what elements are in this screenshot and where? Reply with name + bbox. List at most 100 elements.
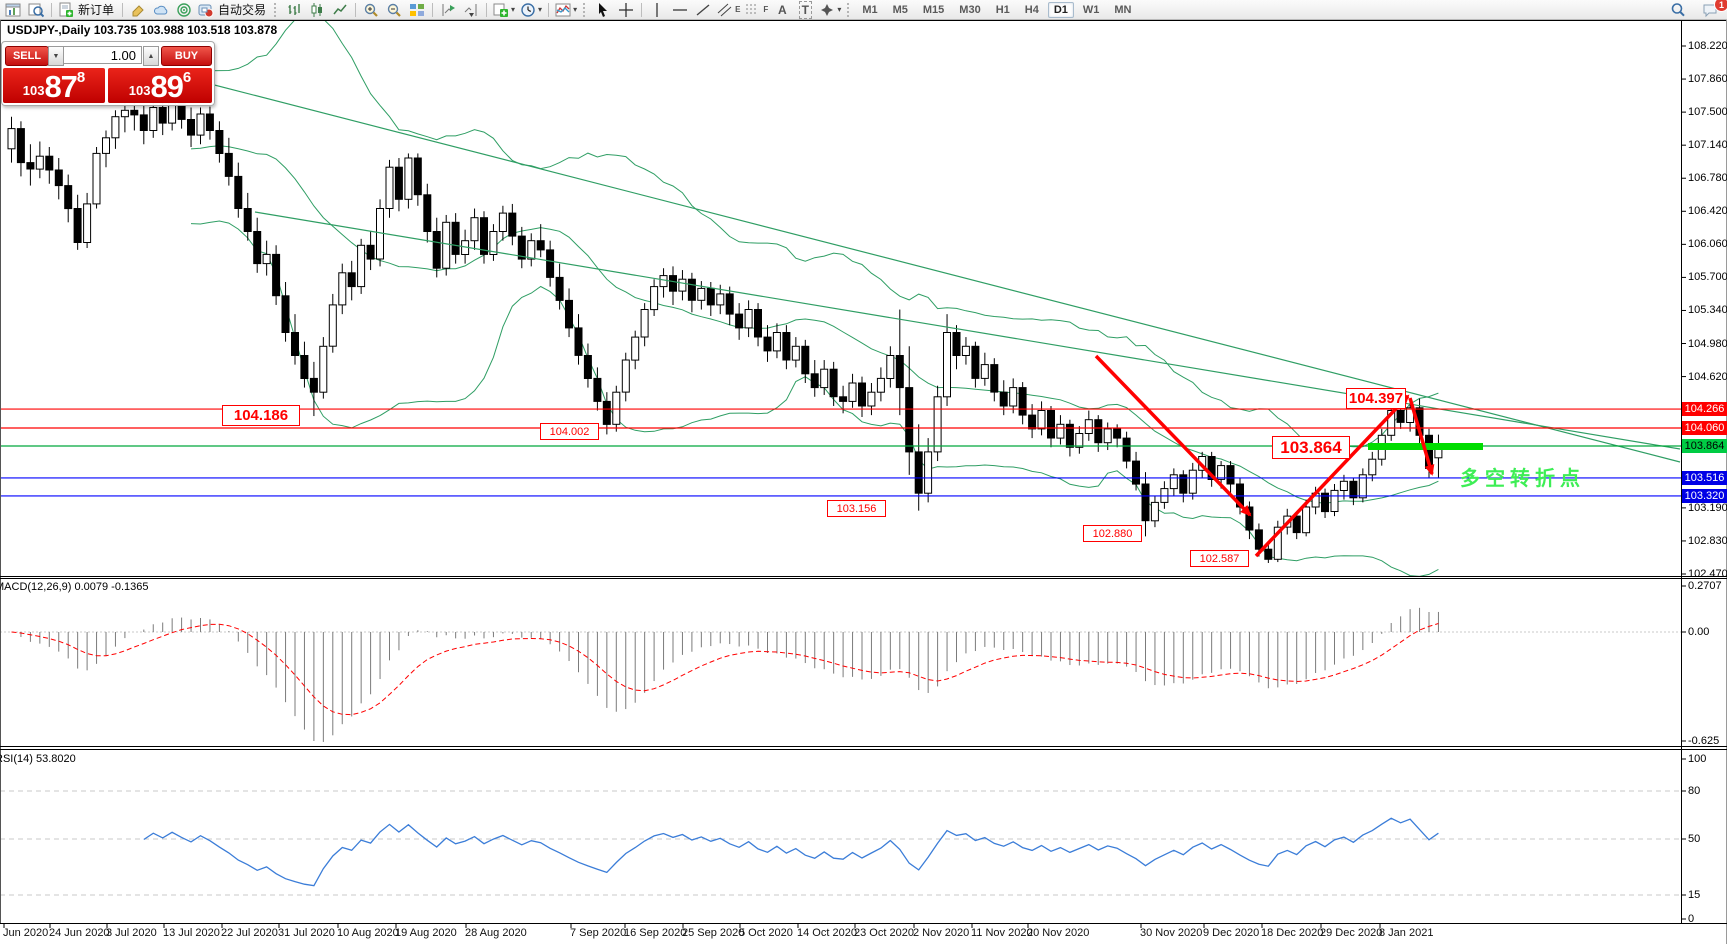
timeframe-d1-button[interactable]: D1 xyxy=(1047,1,1074,18)
horizontal-line-icon xyxy=(673,8,688,11)
date-axis-label: 18 Dec 2020 xyxy=(1261,927,1324,939)
chart-magnifier-icon xyxy=(28,3,44,17)
zoom-out-button[interactable] xyxy=(383,1,405,19)
macd-axis-tick: 0.00 xyxy=(1688,626,1710,638)
new-order-button[interactable]: 新订单 xyxy=(56,1,118,19)
timeframe-h4-button[interactable]: H4 xyxy=(1024,3,1039,16)
horizontal-line-button[interactable] xyxy=(669,1,691,19)
date-axis-label: 19 Aug 2020 xyxy=(395,927,457,939)
zoom-out-icon xyxy=(387,3,401,17)
timeframe-mn-button[interactable]: MN xyxy=(1114,3,1132,16)
bar-chart-button[interactable] xyxy=(283,1,305,19)
buy-price-button[interactable]: 103 89 6 xyxy=(108,68,212,103)
auto-scroll-button[interactable] xyxy=(460,1,482,19)
crosshair-button[interactable] xyxy=(615,1,637,19)
chart-shift-icon xyxy=(442,3,456,16)
global-variables-button[interactable] xyxy=(150,1,172,19)
fibonacci-icon xyxy=(746,4,759,13)
new-order-label: 新订单 xyxy=(78,3,115,17)
new-chart-button[interactable]: ▾ xyxy=(491,1,517,19)
macd-axis-tick: 0.2707 xyxy=(1688,580,1722,592)
chart-window-icon xyxy=(5,3,21,16)
candlestick-chart-button[interactable] xyxy=(306,1,328,19)
volume-decrease-button[interactable]: ▼ xyxy=(48,46,64,66)
caret-up-icon: ▲ xyxy=(147,52,155,60)
history-center-button[interactable] xyxy=(127,1,149,19)
macd-indicator-label: MACD(12,26,9) 0.0079 -0.1365 xyxy=(0,581,149,593)
candlestick-chart-icon xyxy=(311,2,323,17)
profiles-button[interactable] xyxy=(25,1,47,19)
date-axis-label: Jun 2020 xyxy=(3,927,49,939)
date-axis-label: 8 Jan 2021 xyxy=(1379,927,1434,939)
rsi-axis-tick: 50 xyxy=(1688,833,1701,845)
text-button[interactable]: A xyxy=(771,1,793,19)
sell-price-big: 87 xyxy=(44,69,77,104)
price-line-badge: 103.516 xyxy=(1682,470,1727,485)
indicators-caret-icon: ▾ xyxy=(573,4,578,14)
chart-shift-button[interactable] xyxy=(437,1,459,19)
price-annotation-label[interactable]: 103.864 xyxy=(1272,436,1350,459)
date-axis-label: 14 Oct 2020 xyxy=(797,927,857,939)
date-axis-label: 3 Jul 2020 xyxy=(106,927,157,939)
auto-trading-button[interactable]: 自动交易 xyxy=(196,1,270,19)
volume-input[interactable] xyxy=(63,46,142,64)
date-axis-label: 24 Jun 2020 xyxy=(49,927,110,939)
timeframe-m5-button[interactable]: M5 xyxy=(892,3,908,16)
price-annotation-label[interactable]: 104.397 xyxy=(1346,388,1406,409)
indicators-icon xyxy=(555,3,571,16)
date-axis-label: 30 Nov 2020 xyxy=(1140,927,1203,939)
tile-windows-icon xyxy=(410,3,425,16)
indicators-button[interactable]: ▾ xyxy=(553,1,579,19)
new-chart-caret-icon: ▾ xyxy=(511,4,516,14)
cursor-icon xyxy=(599,2,608,17)
trendline-icon xyxy=(696,3,710,16)
vertical-line-button[interactable] xyxy=(646,1,668,19)
line-chart-button[interactable] xyxy=(329,1,351,19)
signals-button[interactable] xyxy=(173,1,195,19)
volume-increase-button[interactable]: ▲ xyxy=(143,46,159,66)
sell-price-prefix: 103 xyxy=(22,83,45,98)
fibo-letter: F xyxy=(763,4,769,14)
price-annotation-label[interactable]: 102.587 xyxy=(1190,550,1249,567)
sell-button[interactable]: SELL xyxy=(5,46,49,66)
equidistant-channel-icon xyxy=(717,3,732,16)
fibonacci-button[interactable]: F xyxy=(743,1,770,19)
rsi-axis-tick: 100 xyxy=(1688,753,1707,765)
rsi-axis-tick: 80 xyxy=(1688,785,1701,797)
timeframe-m15-button[interactable]: M15 xyxy=(922,3,945,16)
arrows-button[interactable]: ▾ xyxy=(817,1,843,19)
trendline-button[interactable] xyxy=(692,1,714,19)
zoom-in-button[interactable] xyxy=(360,1,382,19)
candlesticks xyxy=(7,93,1443,563)
price-axis-tick: 107.860 xyxy=(1688,73,1727,86)
text-label-button[interactable]: T xyxy=(794,0,816,19)
price-annotation-label[interactable]: 104.002 xyxy=(540,423,599,440)
notification-badge: 1 xyxy=(1714,0,1727,12)
timeframe-h1-button[interactable]: H1 xyxy=(995,3,1010,16)
timeframe-m30-button[interactable]: M30 xyxy=(959,3,981,16)
price-annotation-label[interactable]: 104.186 xyxy=(222,405,300,426)
price-annotation-label[interactable]: 102.880 xyxy=(1083,525,1142,542)
timeframe-w1-button[interactable]: W1 xyxy=(1082,3,1100,16)
search-button[interactable] xyxy=(1667,1,1689,19)
sell-price-button[interactable]: 103 87 8 xyxy=(3,68,105,103)
price-line-badge: 103.320 xyxy=(1682,488,1727,503)
tile-windows-button[interactable] xyxy=(406,1,428,19)
chat-button[interactable]: 1 xyxy=(1699,0,1727,19)
buy-price-big: 89 xyxy=(150,69,183,104)
price-line-badge: 104.060 xyxy=(1682,420,1727,435)
cursor-button[interactable] xyxy=(592,1,614,19)
price-axis-tick: 102.470 xyxy=(1688,568,1727,580)
price-annotation-label[interactable]: 103.156 xyxy=(827,500,886,517)
date-axis-label: 5 Oct 2020 xyxy=(739,927,793,939)
chart-window-button[interactable] xyxy=(2,1,24,19)
date-axis-label: 13 Jul 2020 xyxy=(163,927,220,939)
rsi-indicator-label: RSI(14) 53.8020 xyxy=(0,753,76,765)
timeframe-m1-button[interactable]: M1 xyxy=(862,3,878,16)
rsi-axis-tick: 0 xyxy=(1688,913,1695,925)
label-letter: T xyxy=(798,0,812,19)
periods-button[interactable]: ▾ xyxy=(518,1,544,19)
equidistant-channel-button[interactable]: E xyxy=(715,1,742,19)
buy-button[interactable]: BUY xyxy=(161,46,212,66)
